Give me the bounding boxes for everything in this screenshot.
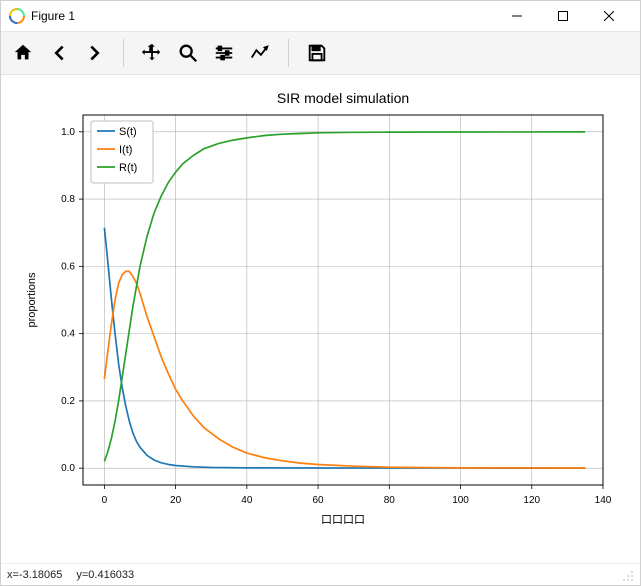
svg-text:0: 0: [102, 495, 108, 506]
svg-text:20: 20: [170, 495, 182, 506]
svg-text:口口口口: 口口口口: [321, 514, 365, 526]
back-button[interactable]: [41, 35, 77, 71]
edit-button[interactable]: [242, 35, 278, 71]
svg-text:0.4: 0.4: [61, 329, 75, 340]
chart-canvas: 0 20 40 60 80 100 120 140 0.0 0.2 0.4 0.6 0.8 1.0 SIR …: [1, 75, 640, 563]
maximize-button[interactable]: [540, 1, 586, 31]
subplots-button[interactable]: [206, 35, 242, 71]
svg-text:0.0: 0.0: [61, 463, 75, 474]
subplots-icon: [213, 42, 235, 64]
back-icon: [48, 42, 70, 64]
svg-text:0.8: 0.8: [61, 194, 75, 205]
status-y: y=0.416033: [76, 569, 134, 581]
toolbar-separator: [123, 39, 124, 67]
edit-icon: [249, 42, 271, 64]
titlebar: Figure 1: [1, 1, 640, 31]
zoom-button[interactable]: [170, 35, 206, 71]
svg-text:60: 60: [313, 495, 325, 506]
minimize-button[interactable]: [494, 1, 540, 31]
save-icon: [306, 42, 328, 64]
svg-text:140: 140: [595, 495, 612, 506]
forward-button[interactable]: [77, 35, 113, 71]
svg-text:SIR model simulation: SIR model simulation: [277, 90, 409, 106]
svg-text:100: 100: [452, 495, 469, 506]
toolbar: [1, 31, 640, 75]
svg-text:0.6: 0.6: [61, 261, 75, 272]
statusbar: x=-3.18065 y=0.416033: [1, 563, 640, 585]
svg-text:R(t): R(t): [119, 162, 137, 174]
status-x: x=-3.18065: [7, 569, 62, 581]
window-title: Figure 1: [31, 9, 75, 23]
home-icon: [12, 42, 34, 64]
zoom-icon: [177, 42, 199, 64]
pan-icon: [141, 42, 163, 64]
plot-area[interactable]: 0 20 40 60 80 100 120 140 0.0 0.2 0.4 0.6 0.8 1.0 SIR …: [1, 75, 640, 563]
figure-window: Figure 1 0204060801001201400.00.20.40.60…: [0, 0, 641, 586]
forward-icon: [84, 42, 106, 64]
resize-grip-icon[interactable]: [620, 568, 634, 582]
close-button[interactable]: [586, 1, 632, 31]
save-button[interactable]: [299, 35, 335, 71]
svg-text:1.0: 1.0: [61, 127, 75, 138]
svg-text:S(t): S(t): [119, 126, 137, 138]
home-button[interactable]: [5, 35, 41, 71]
svg-text:0.2: 0.2: [61, 396, 75, 407]
svg-text:I(t): I(t): [119, 144, 132, 156]
svg-text:40: 40: [241, 495, 253, 506]
toolbar-separator: [288, 39, 289, 67]
svg-text:120: 120: [523, 495, 540, 506]
svg-text:proportions: proportions: [26, 272, 38, 328]
app-logo-icon: [9, 8, 25, 24]
pan-button[interactable]: [134, 35, 170, 71]
svg-text:80: 80: [384, 495, 396, 506]
